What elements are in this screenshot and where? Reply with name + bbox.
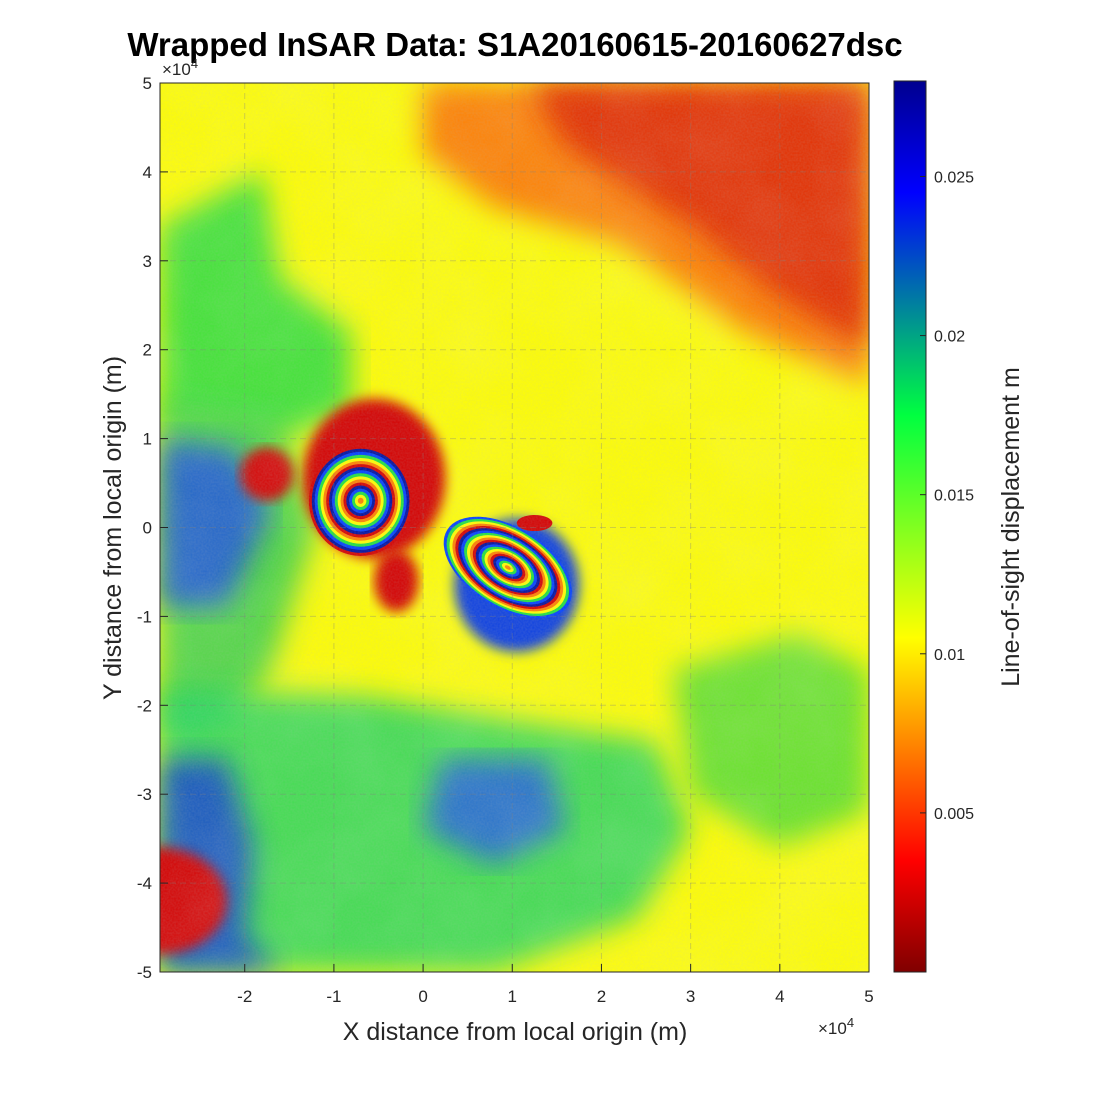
- colorbar: [893, 80, 927, 973]
- y-exponent-label: ×104: [162, 56, 198, 79]
- colorbar-tick-label: 0.005: [934, 806, 974, 823]
- x-tick-label: 0: [418, 987, 427, 1006]
- x-tick-label: 4: [775, 987, 784, 1006]
- x-tick-label: 2: [597, 987, 606, 1006]
- y-tick-label: 2: [143, 341, 152, 360]
- x-tick-label: 1: [508, 987, 517, 1006]
- y-tick-label: -4: [137, 874, 152, 893]
- y-tick-label: -5: [137, 963, 152, 982]
- colorbar-tick-label: 0.015: [934, 488, 974, 505]
- x-tick-label: 3: [686, 987, 695, 1006]
- y-tick-label: -1: [137, 607, 152, 626]
- x-tick-label: -1: [326, 987, 341, 1006]
- y-tick-label: -2: [137, 696, 152, 715]
- x-exponent-label: ×104: [818, 1015, 854, 1038]
- y-axis-ticks: 5 4 3 2 1 0 -1 -2 -3 -4 -5: [137, 74, 168, 982]
- x-axis-label: X distance from local origin (m): [343, 1018, 688, 1046]
- noise-texture: [160, 83, 869, 972]
- y-tick-label: 0: [143, 519, 152, 538]
- grid-lines: [160, 83, 869, 972]
- colorbar-tick-label: 0.025: [934, 169, 974, 186]
- chart-title: Wrapped InSAR Data: S1A20160615-20160627…: [127, 26, 902, 63]
- y-tick-label: -3: [137, 785, 152, 804]
- y-axis-label: Y distance from local origin (m): [99, 356, 127, 700]
- plot-area: [160, 83, 869, 972]
- x-tick-label: -2: [237, 987, 252, 1006]
- colorbar-tick-label: 0.02: [934, 329, 965, 346]
- colorbar-tick-label: 0.01: [934, 647, 965, 664]
- x-tick-label: 5: [864, 987, 873, 1006]
- y-tick-label: 3: [143, 252, 152, 271]
- colorbar-ticks: 0.005 0.01 0.015 0.02 0.025: [920, 169, 974, 823]
- y-tick-label: 1: [143, 430, 152, 449]
- y-tick-label: 4: [143, 163, 152, 182]
- x-axis-ticks: -2 -1 0 1 2 3 4 5: [237, 964, 874, 1006]
- y-tick-label: 5: [143, 74, 152, 93]
- colorbar-label: Line-of-sight displacement m: [997, 367, 1025, 687]
